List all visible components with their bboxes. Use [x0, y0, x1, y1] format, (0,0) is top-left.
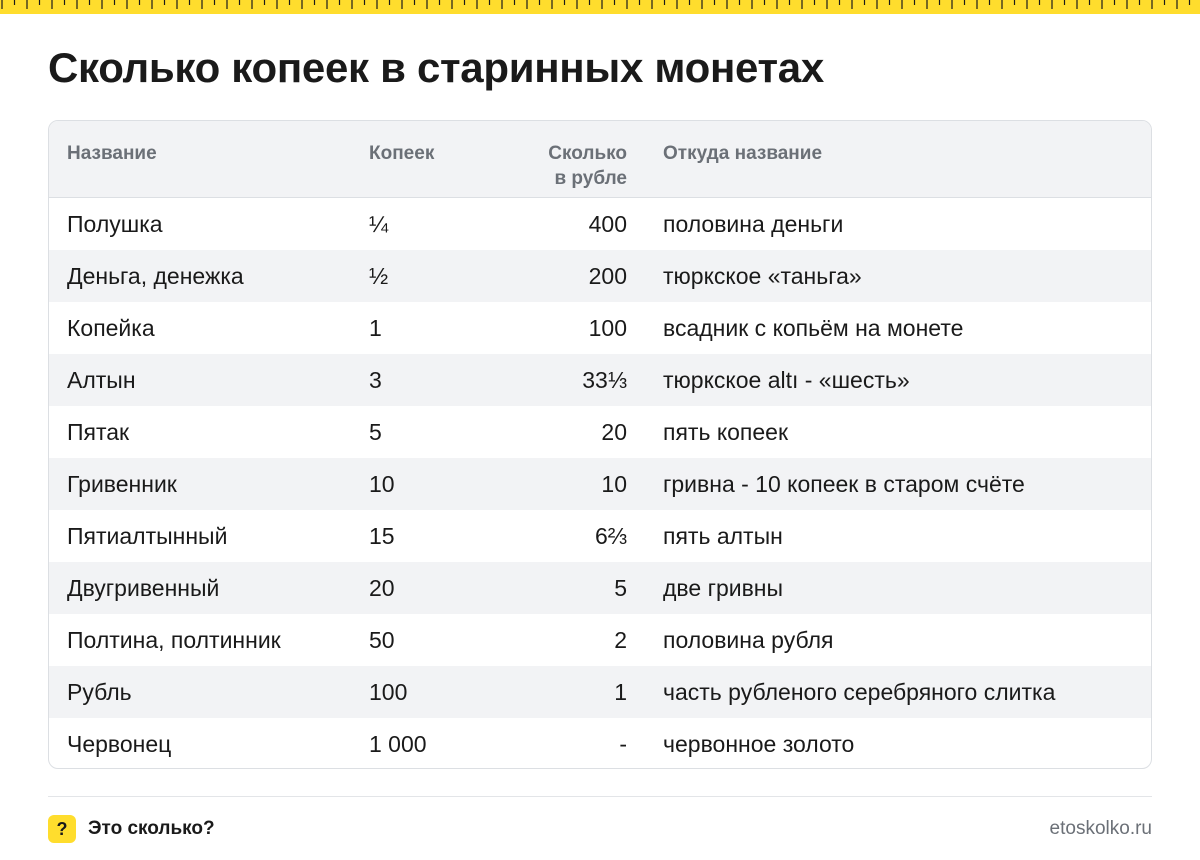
- cell-kopecks: 100: [369, 679, 408, 705]
- cell-name: Полушка: [67, 211, 163, 237]
- cell-kopecks: 3: [369, 367, 382, 393]
- table-row: Гривенник 10 10 гривна - 10 копеек в ста…: [49, 458, 1151, 510]
- footer-divider: [48, 796, 1152, 797]
- cell-name: Червонец: [67, 731, 172, 757]
- cell-kopecks: ¼: [369, 211, 389, 237]
- site-link[interactable]: etoskolko.ru: [1049, 818, 1152, 839]
- cell-kopecks: 1 000: [369, 731, 427, 757]
- header-per-ruble-line2: в рубле: [554, 168, 627, 189]
- table-row: Полтина, полтинник 50 2 половина рубля: [49, 614, 1151, 666]
- cell-kopecks: 5: [369, 419, 382, 445]
- cell-origin: пять копеек: [663, 419, 789, 445]
- cell-per-ruble: 20: [601, 419, 627, 445]
- table-body: Полушка ¼ 400 половина деньги Деньга, де…: [49, 198, 1151, 768]
- cell-per-ruble: 200: [588, 263, 627, 289]
- cell-origin: половина рубля: [663, 627, 834, 653]
- table-row: Рубль 100 1 часть рубленого серебряного …: [49, 666, 1151, 718]
- page-title: Сколько копеек в старинных монетах: [48, 44, 824, 91]
- header-kopecks: Копеек: [369, 143, 435, 164]
- ruler-strip: [0, 0, 1200, 14]
- table-row: Алтын 3 33⅓ тюркское altı - «шесть»: [49, 354, 1151, 406]
- cell-origin: пять алтын: [663, 523, 783, 549]
- header-origin: Откуда название: [663, 143, 823, 164]
- cell-per-ruble: 100: [588, 315, 627, 341]
- cell-name: Рубль: [67, 679, 132, 705]
- cell-per-ruble: 2: [614, 627, 627, 653]
- cell-name: Полтина, полтинник: [67, 627, 281, 653]
- cell-origin: часть рубленого серебряного слитка: [663, 679, 1056, 705]
- table-row: Деньга, денежка ½ 200 тюркское «таньга»: [49, 250, 1151, 302]
- cell-name: Копейка: [67, 315, 155, 341]
- brand-name: Это сколько?: [88, 818, 215, 839]
- cell-per-ruble: 33⅓: [582, 367, 627, 393]
- cell-per-ruble: 1: [614, 679, 627, 705]
- cell-origin: всадник с копьём на монете: [663, 315, 964, 341]
- cell-per-ruble: 400: [588, 211, 627, 237]
- cell-per-ruble: 6⅔: [595, 523, 627, 549]
- cell-kopecks: 1: [369, 315, 382, 341]
- cell-per-ruble: 10: [601, 471, 627, 497]
- question-badge-icon: ?: [48, 815, 76, 843]
- cell-name: Двугривенный: [67, 575, 220, 601]
- cell-kopecks: 20: [369, 575, 395, 601]
- cell-name: Пятак: [67, 419, 130, 445]
- cell-origin: половина деньги: [663, 211, 844, 237]
- header-name: Название: [67, 143, 157, 164]
- cell-name: Пятиалтынный: [67, 523, 228, 549]
- cell-per-ruble: -: [619, 731, 627, 757]
- table-row: Червонец 1 000 - червонное золото: [49, 718, 1151, 768]
- table-row: Копейка 1 100 всадник с копьём на монете: [49, 302, 1151, 354]
- cell-per-ruble: 5: [614, 575, 627, 601]
- cell-name: Алтын: [67, 367, 136, 393]
- cell-origin: червонное золото: [663, 731, 855, 757]
- cell-kopecks: 10: [369, 471, 395, 497]
- table-header: Название Копеек Сколько в рубле Откуда н…: [49, 121, 1151, 198]
- table-row: Пятак 5 20 пять копеек: [49, 406, 1151, 458]
- cell-kopecks: 50: [369, 627, 395, 653]
- cell-kopecks: ½: [369, 263, 389, 289]
- table-row: Пятиалтынный 15 6⅔ пять алтын: [49, 510, 1151, 562]
- cell-origin: тюркское altı - «шесть»: [663, 367, 910, 393]
- coins-table: Название Копеек Сколько в рубле Откуда н…: [48, 120, 1152, 769]
- cell-name: Деньга, денежка: [67, 263, 244, 289]
- cell-name: Гривенник: [67, 471, 177, 497]
- cell-origin: две гривны: [663, 575, 784, 601]
- ruler-ticks: [1, 0, 1191, 9]
- table-row: Двугривенный 20 5 две гривны: [49, 562, 1151, 614]
- cell-origin: гривна - 10 копеек в старом счёте: [663, 471, 1025, 497]
- header-per-ruble-line1: Сколько: [548, 143, 627, 164]
- header-per-ruble: Сколько в рубле: [479, 141, 627, 191]
- table-row: Полушка ¼ 400 половина деньги: [49, 198, 1151, 250]
- cell-kopecks: 15: [369, 523, 395, 549]
- cell-origin: тюркское «таньга»: [663, 263, 862, 289]
